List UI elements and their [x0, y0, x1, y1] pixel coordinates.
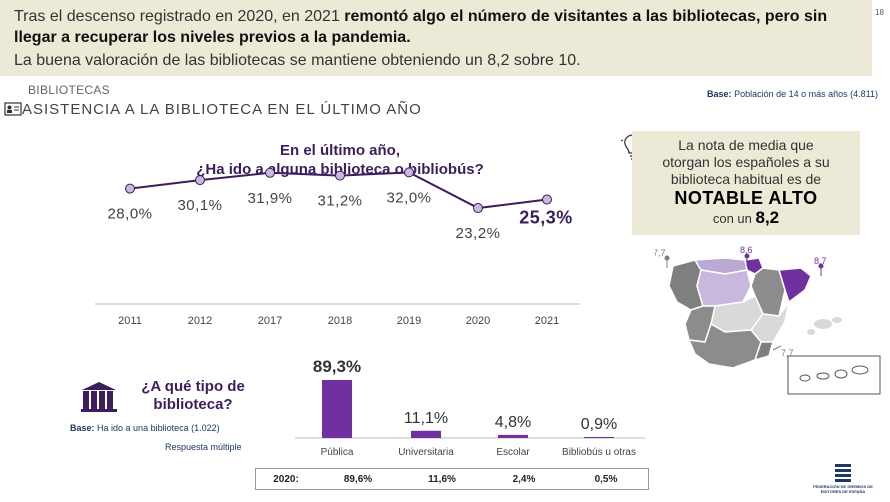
map-label-3: 8,7 [814, 256, 827, 266]
line-point [473, 203, 483, 214]
line-tick-label: 2012 [188, 315, 212, 327]
callout-line-3: biblioteca habitual es de [670, 171, 822, 187]
bar-chart-title: ¿A qué tipo de biblioteca? [118, 378, 268, 414]
bar-data-label: 4,8% [495, 414, 531, 431]
line-tick-label: 2019 [397, 315, 421, 327]
table-2020-cell: 0,5% [594, 473, 618, 485]
base-note-bars: Base: Ha ido a una biblioteca (1.022) [70, 423, 220, 433]
callout-line-1: La nota de media que [678, 137, 814, 153]
bar-tick-label: Escolar [496, 447, 530, 458]
map-canarias-1 [799, 374, 811, 382]
callout-score-value: 8,2 [755, 208, 780, 227]
callout-rating-word: NOTABLE ALTO [674, 188, 818, 208]
map-catalonia [778, 267, 812, 304]
base-label: Base: [707, 89, 732, 99]
bar-tick-label: Pública [321, 447, 354, 458]
line-tick-label: 2017 [258, 315, 282, 327]
bar-data-label: 89,3% [313, 357, 361, 376]
line-data-label: 30,1% [177, 197, 222, 214]
map-label-2: 8,6 [740, 246, 753, 255]
map-label-1: 7,7 [655, 248, 666, 258]
map-canarias-3 [834, 369, 848, 379]
line-data-label: 32,0% [386, 189, 431, 206]
line-chart-title-1: En el último año, [279, 142, 400, 159]
line-data-label: 31,2% [317, 193, 362, 210]
map-pin-dot-3 [818, 263, 824, 269]
line-point [265, 167, 275, 178]
base-text: Población de 14 o más años (4.811) [734, 89, 878, 99]
line-point [542, 194, 552, 205]
bar-tick-label: Bibliobús u otras [562, 447, 636, 458]
bar-tick-label: Universitaria [398, 447, 454, 458]
map-murcia [753, 341, 774, 362]
bar-data-label: 0,9% [581, 416, 617, 433]
map-castilla-leon [696, 269, 752, 307]
headline-banner: Tras el descenso registrado en 2020, en … [0, 0, 872, 76]
headline-text: Tras el descenso registrado en 2020, en … [14, 6, 864, 48]
bar [584, 437, 614, 438]
section-label: BIBLIOTECAS [28, 83, 110, 97]
bar [411, 430, 441, 438]
table-2020-cell: 89,6% [343, 473, 373, 485]
page-title: ASISTENCIA A LA BIBLIOTECA EN EL ÚLTIMO … [22, 101, 422, 118]
line-point [335, 170, 345, 181]
bar [498, 434, 528, 438]
page-number: 18 [875, 8, 884, 17]
map-balearic-1 [814, 319, 832, 329]
bar-chart-title-2: biblioteca? [153, 396, 233, 413]
id-card-icon [4, 102, 22, 116]
rating-callout: La nota de media que otorgan los español… [632, 131, 860, 235]
bar-data-label: 11,1% [404, 410, 448, 427]
base2-text: Ha ido a una biblioteca (1.022) [97, 423, 220, 433]
headline-normal: Tras el descenso registrado en 2020, en … [14, 8, 345, 25]
callout-score: con un 8,2 [632, 208, 860, 228]
line-tick-label: 2021 [535, 315, 559, 327]
line-tick-label: 2018 [328, 315, 352, 327]
line-tick-label: 2011 [118, 315, 142, 327]
headline-bold: remontó algo el número de visitantes a l… [14, 8, 828, 46]
base-note-top: Base: Población de 14 o más años (4.811) [707, 89, 878, 99]
callout-line-2: otorgan los españoles a su [662, 154, 830, 170]
callout-score-prefix: con un [712, 211, 756, 226]
line-data-label: 23,2% [455, 225, 500, 242]
map-canarias-4 [851, 365, 869, 375]
line-point [125, 183, 135, 194]
headline-subtext: La buena valoración de las bibliotecas s… [14, 52, 581, 69]
base2-label: Base: [70, 423, 95, 433]
table-2020-cell: 2,4% [512, 473, 536, 485]
line-tick-label: 2020 [466, 315, 490, 327]
callout-text: La nota de media que otorgan los español… [632, 137, 860, 188]
line-data-label: 28,0% [107, 206, 152, 223]
line-point [404, 167, 414, 178]
map-balearic-2 [832, 317, 842, 323]
bar-chart-title-1: ¿A qué tipo de [141, 378, 245, 395]
spain-map: 7,7 8,6 8,7 7,7 [655, 246, 881, 395]
multiple-response-note: Respuesta múltiple [165, 442, 242, 452]
map-pin-dot-1 [664, 255, 670, 261]
bar [322, 380, 352, 438]
map-canarias-2 [816, 372, 830, 380]
library-building-icon [81, 382, 117, 412]
line-data-label: 25,3% [519, 208, 573, 228]
logo-mark [835, 464, 851, 482]
table-2020-label: 2020: [273, 473, 299, 485]
logo-text: FEDERACIÓN DE GREMIOS DE EDITORES DE ESP… [813, 484, 873, 494]
publisher-logo: FEDERACIÓN DE GREMIOS DE EDITORES DE ESP… [808, 462, 878, 498]
line-data-label: 31,9% [247, 190, 292, 207]
map-pin-line-4 [772, 345, 782, 351]
table-2020-cell: 11,6% [428, 473, 456, 485]
map-pin-dot-2 [744, 253, 750, 259]
map-label-4: 7,7 [781, 348, 794, 358]
map-balearic-3 [807, 329, 815, 335]
map-canarias-box [787, 355, 881, 395]
table-2020: 2020: 89,6% 11,6% 2,4% 0,5% [255, 468, 649, 490]
line-point [195, 175, 205, 186]
